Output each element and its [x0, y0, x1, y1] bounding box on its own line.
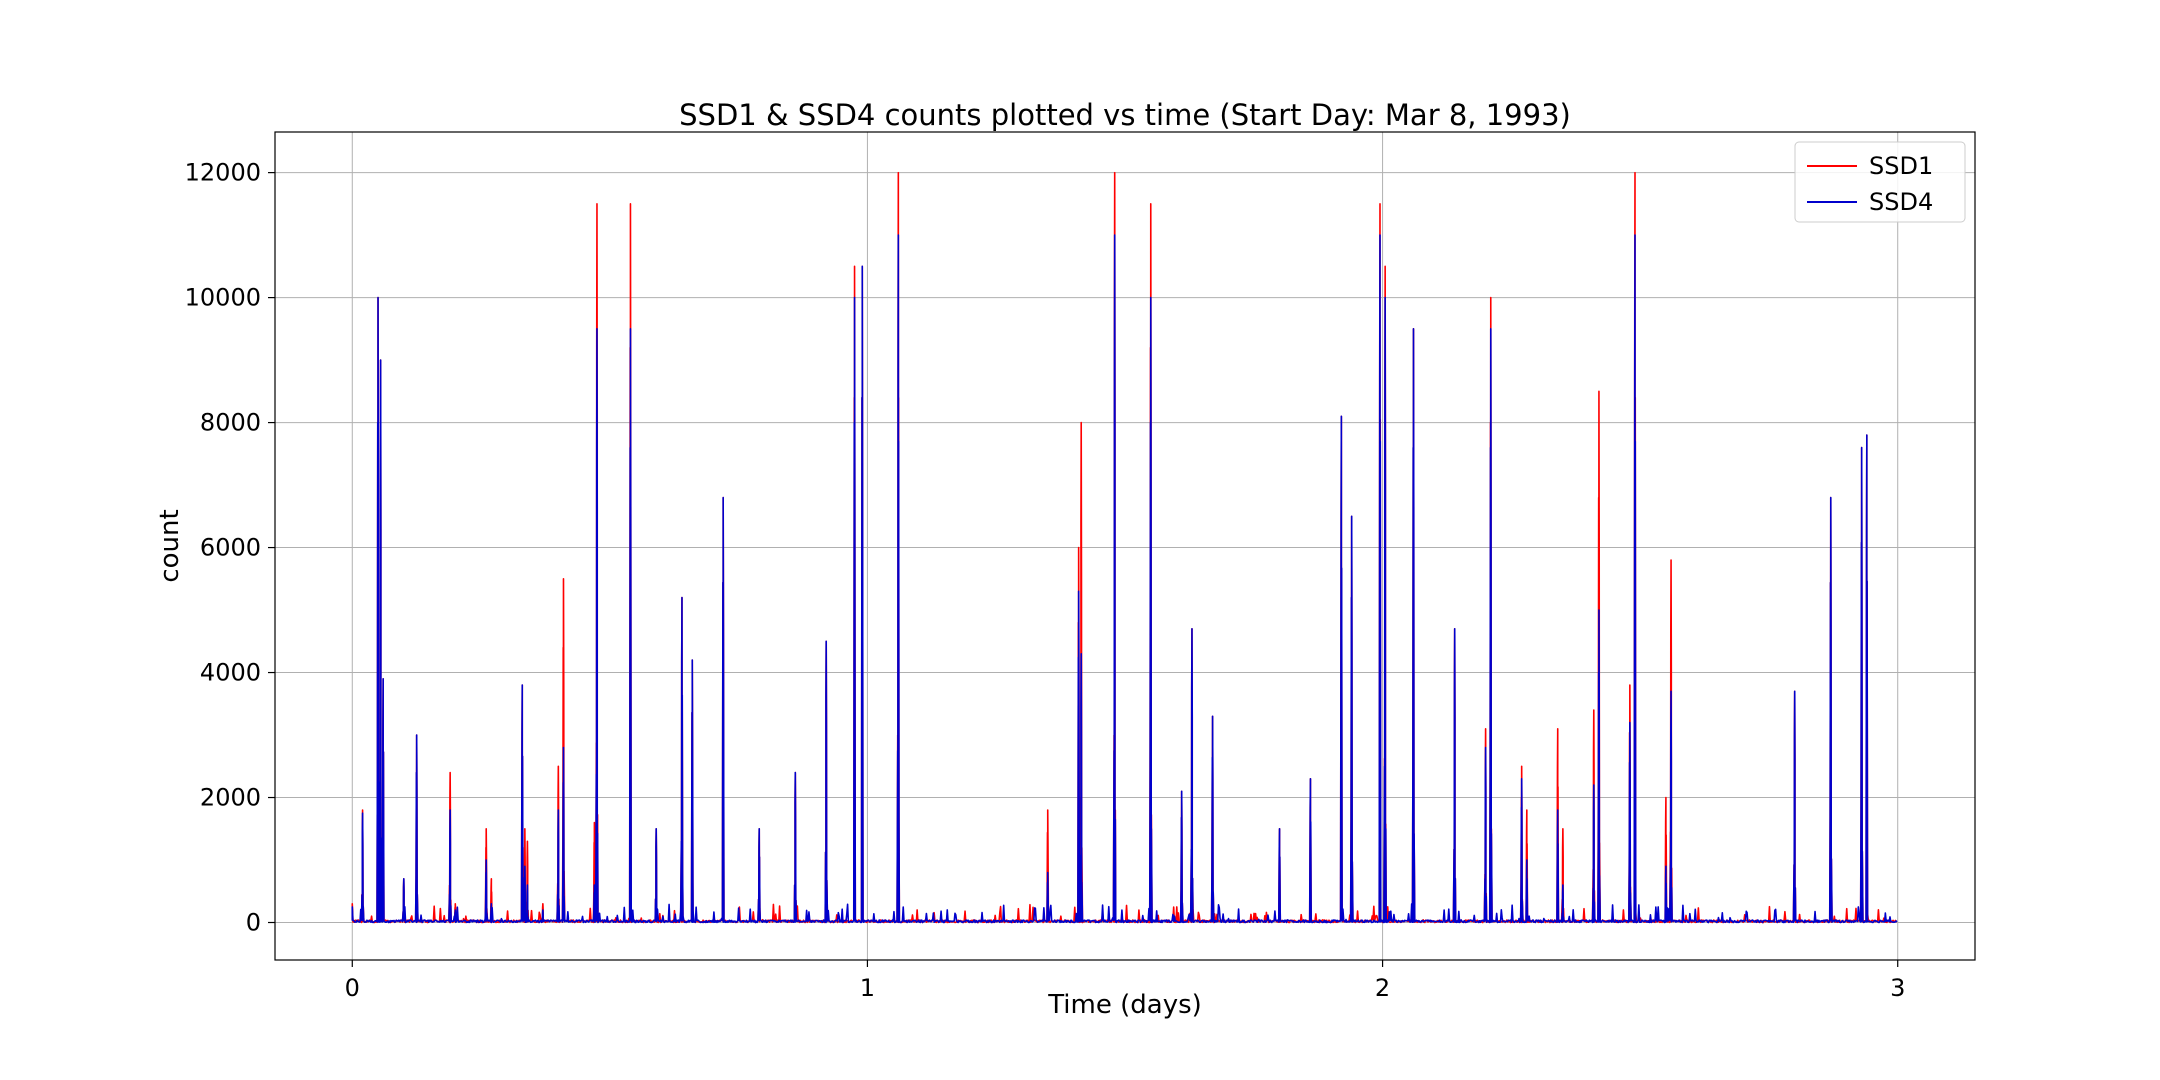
- x-tick-label: 3: [1890, 974, 1905, 1002]
- x-tick-label: 0: [345, 974, 360, 1002]
- grid: [275, 132, 1975, 960]
- y-tick-label: 10000: [185, 284, 261, 312]
- y-axis-label: count: [155, 509, 185, 582]
- y-tick-label: 12000: [185, 159, 261, 187]
- legend-label: SSD1: [1869, 152, 1933, 180]
- x-tick-label: 2: [1375, 974, 1390, 1002]
- legend: SSD1 SSD4: [1794, 141, 1966, 223]
- x-tick-label: 1: [860, 974, 875, 1002]
- series-lines: [351, 171, 1898, 924]
- series-line-ssd4: [351, 234, 1898, 924]
- y-tick-label: 8000: [200, 409, 261, 437]
- y-tick-label: 4000: [200, 659, 261, 687]
- y-tick-label: 2000: [200, 784, 261, 812]
- chart-title: SSD1 & SSD4 counts plotted vs time (Star…: [679, 98, 1571, 132]
- axis-ticks: 0 1 2 3 0 2000 4000 6000 8000 10000 12000: [185, 159, 1906, 1002]
- y-tick-label: 6000: [200, 534, 261, 562]
- legend-label: SSD4: [1869, 188, 1933, 216]
- plot-frame: [274, 131, 1976, 961]
- y-tick-label: 0: [246, 909, 261, 937]
- x-axis-label: Time (days): [1047, 990, 1202, 1020]
